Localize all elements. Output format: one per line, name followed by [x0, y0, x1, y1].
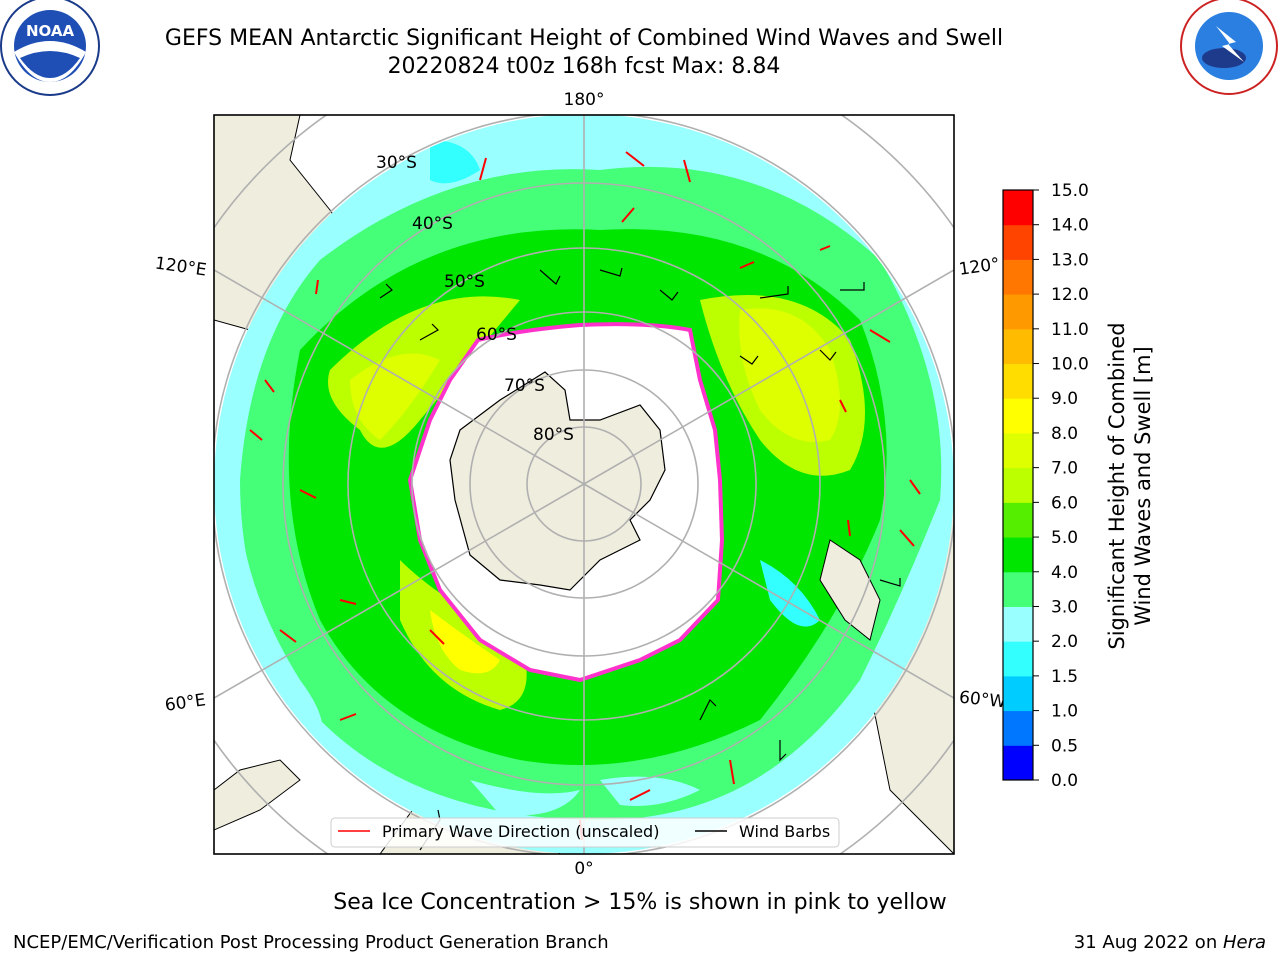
colorbar-segment: [1003, 745, 1033, 781]
colorbar-label-line1: Significant Height of Combined: [1105, 322, 1129, 649]
colorbar-segment: [1003, 537, 1033, 573]
chart-title: GEFS MEAN Antarctic Significant Height o…: [164, 26, 1004, 51]
legend: Primary Wave Direction (unscaled) Wind B…: [330, 817, 840, 848]
colorbar-segment: [1003, 363, 1033, 399]
colorbar-tick-label: 0.0: [1051, 771, 1078, 791]
colorbar-segment: [1003, 190, 1033, 226]
colorbar-tick-label: 10.0: [1051, 355, 1089, 375]
map-frame: [213, 114, 955, 855]
colorbar-segment: [1003, 606, 1033, 642]
colorbar-tick-label: 12.0: [1051, 285, 1089, 305]
colorbar-segment: [1003, 224, 1033, 260]
colorbar-segment: [1003, 675, 1033, 712]
colorbar-frame: [1002, 189, 1034, 781]
lat-label-50s: 50°S: [444, 272, 485, 292]
colorbar-tick-label: 14.0: [1051, 216, 1089, 236]
credit-line: NCEP/EMC/Verification Post Processing Pr…: [13, 932, 609, 953]
colorbar-tick-label: 9.0: [1051, 389, 1078, 409]
colorbar-tick-label: 2.0: [1051, 632, 1078, 652]
colorbar-tick-label: 7.0: [1051, 459, 1078, 479]
colorbar-tick-label: 15.0: [1051, 181, 1089, 201]
legend-wave-label: Primary Wave Direction (unscaled): [382, 822, 659, 841]
colorbar-segment: [1003, 710, 1033, 746]
colorbar-tick-label: 1.5: [1051, 667, 1078, 687]
run-date-text: 31 Aug 2022 on: [1073, 932, 1223, 953]
lon-label-60w: 60°W: [958, 688, 1007, 713]
noaa-logo: NOAA: [0, 0, 100, 96]
colorbar-segment: [1003, 571, 1033, 607]
lon-label-120e: 120°E: [154, 254, 208, 281]
colorbar-tick-label: 3.0: [1051, 597, 1078, 617]
legend-barb-label: Wind Barbs: [739, 822, 830, 841]
nws-logo: [1180, 0, 1278, 95]
colorbar-tick-label: 11.0: [1051, 320, 1089, 340]
colorbar-tick-label: 8.0: [1051, 424, 1078, 444]
colorbar-tick-label: 1.0: [1051, 702, 1078, 722]
host-name: Hera: [1222, 932, 1266, 953]
lat-label-60s: 60°S: [476, 325, 517, 345]
lon-label-0: 0°: [574, 859, 593, 879]
lon-label-180: 180°: [564, 90, 605, 110]
run-date: 31 Aug 2022 on Hera: [1074, 932, 1266, 953]
colorbar-segment: [1003, 259, 1033, 295]
colorbar-segment: [1003, 641, 1033, 677]
colorbar: [1002, 189, 1034, 781]
colorbar-segment: [1003, 467, 1033, 503]
lat-label-30s: 30°S: [376, 153, 417, 173]
wave-direction-arrows: [249, 151, 921, 841]
colorbar-tick-label: 13.0: [1051, 250, 1089, 270]
colorbar-segment: [1003, 398, 1033, 434]
lon-label-60e: 60°E: [164, 690, 207, 715]
noaa-logo-text: NOAA: [26, 22, 75, 40]
lat-label-40s: 40°S: [412, 214, 453, 234]
colorbar-tick-label: 4.0: [1051, 563, 1078, 583]
lat-label-80s: 80°S: [533, 425, 574, 445]
colorbar-segment: [1003, 502, 1033, 538]
colorbar-label-line2: Wind Waves and Swell [m]: [1131, 346, 1155, 626]
lon-label-120w: 120°: [958, 254, 1001, 280]
graticule: [214, 115, 954, 854]
colorbar-segment: [1003, 294, 1033, 330]
sea-ice-caption: Sea Ice Concentration > 15% is shown in …: [333, 890, 947, 915]
colorbar-tick-label: 5.0: [1051, 528, 1078, 548]
colorbar-segment: [1003, 328, 1033, 365]
chart-subtitle: 20220824 t00z 168h fcst Max: 8.84: [387, 54, 781, 79]
colorbar-tick-label: 6.0: [1051, 493, 1078, 513]
colorbar-tick-label: 0.5: [1051, 736, 1078, 756]
colorbar-segment: [1003, 432, 1033, 469]
lat-label-70s: 70°S: [504, 376, 545, 396]
